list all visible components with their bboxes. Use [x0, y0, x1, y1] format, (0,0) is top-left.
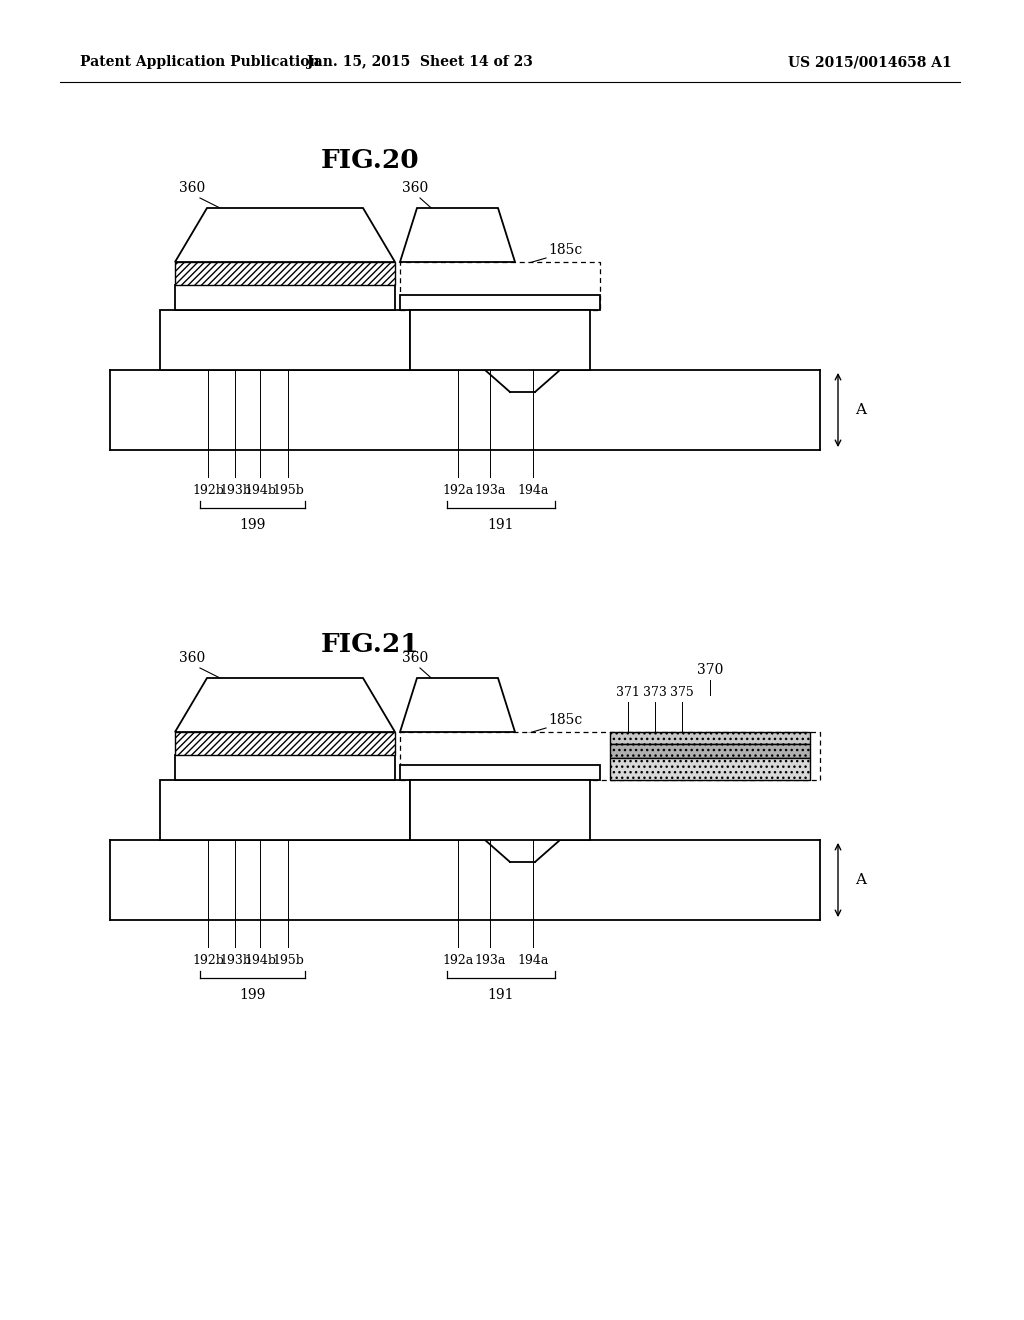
Text: 193a: 193a: [474, 483, 506, 496]
Text: 192a: 192a: [442, 483, 474, 496]
Text: 371: 371: [616, 685, 640, 698]
Text: US 2015/0014658 A1: US 2015/0014658 A1: [788, 55, 952, 69]
Text: 194a: 194a: [517, 483, 549, 496]
Text: 370: 370: [696, 663, 723, 677]
Text: 194b: 194b: [244, 483, 276, 496]
Bar: [610, 744, 810, 758]
Text: 360: 360: [179, 651, 205, 665]
Bar: [175, 733, 395, 755]
Text: FIG.21: FIG.21: [321, 632, 419, 657]
Text: 185c: 185c: [548, 243, 583, 257]
Bar: [160, 780, 410, 840]
Text: A: A: [855, 403, 866, 417]
Text: 194b: 194b: [244, 953, 276, 966]
Bar: [400, 733, 820, 780]
Text: 194a: 194a: [517, 953, 549, 966]
Polygon shape: [175, 678, 395, 733]
Bar: [175, 755, 395, 780]
Text: 373: 373: [643, 685, 667, 698]
Text: 375: 375: [670, 685, 694, 698]
Text: 193a: 193a: [474, 953, 506, 966]
Bar: [110, 840, 820, 920]
Text: 195b: 195b: [272, 483, 304, 496]
Text: FIG.20: FIG.20: [321, 148, 419, 173]
Text: 192b: 192b: [193, 953, 224, 966]
Text: Patent Application Publication: Patent Application Publication: [80, 55, 319, 69]
Text: 360: 360: [401, 651, 428, 665]
Text: 199: 199: [240, 517, 265, 532]
Bar: [175, 261, 395, 285]
Polygon shape: [175, 209, 395, 261]
Text: 192a: 192a: [442, 953, 474, 966]
Bar: [410, 310, 590, 370]
Polygon shape: [400, 209, 515, 261]
Bar: [400, 294, 600, 310]
Bar: [610, 733, 810, 744]
Text: 193b: 193b: [219, 953, 251, 966]
Bar: [410, 780, 590, 840]
Text: 360: 360: [401, 181, 428, 195]
Text: Jan. 15, 2015  Sheet 14 of 23: Jan. 15, 2015 Sheet 14 of 23: [307, 55, 532, 69]
Bar: [160, 310, 410, 370]
Bar: [110, 370, 820, 450]
Polygon shape: [400, 678, 515, 733]
Bar: [400, 261, 600, 310]
Text: 191: 191: [487, 517, 514, 532]
Text: 193b: 193b: [219, 483, 251, 496]
Bar: [610, 758, 810, 780]
Text: 199: 199: [240, 987, 265, 1002]
Bar: [400, 766, 600, 780]
Bar: [175, 285, 395, 310]
Text: 185c: 185c: [548, 713, 583, 727]
Text: 360: 360: [179, 181, 205, 195]
Text: 192b: 192b: [193, 483, 224, 496]
Text: 195b: 195b: [272, 953, 304, 966]
Text: 191: 191: [487, 987, 514, 1002]
Text: A: A: [855, 873, 866, 887]
